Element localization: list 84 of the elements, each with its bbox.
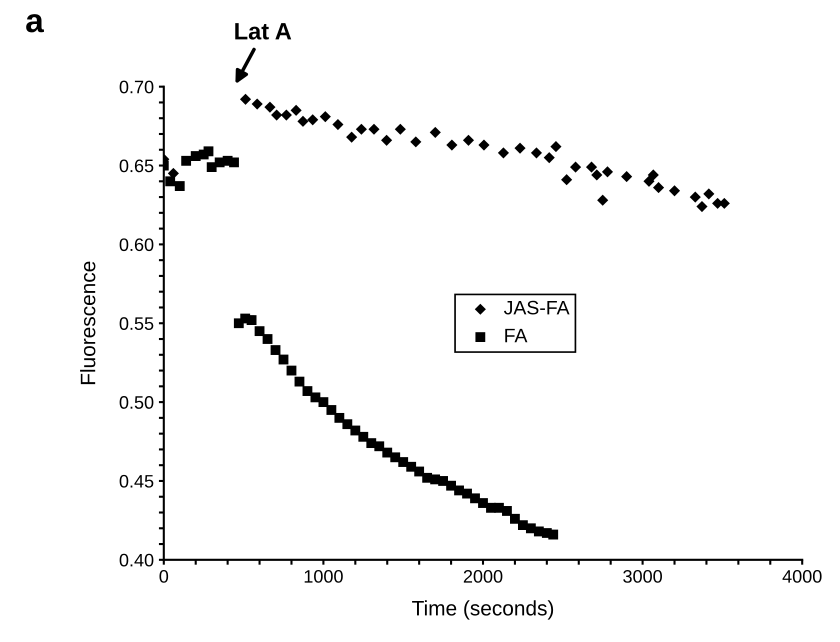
point <box>548 530 558 540</box>
point <box>430 126 441 138</box>
point <box>318 397 328 408</box>
y-tick-label: 0.50 <box>120 396 154 409</box>
point <box>410 136 422 148</box>
x-tick-label: 0 <box>159 570 168 583</box>
point <box>394 124 406 135</box>
point <box>462 488 472 498</box>
point <box>703 188 714 200</box>
point <box>229 157 239 168</box>
point <box>254 326 264 336</box>
point <box>502 506 512 516</box>
point <box>690 192 701 203</box>
point <box>168 168 179 179</box>
x-tick-label: 4000 <box>782 570 822 583</box>
point <box>280 110 292 121</box>
y-tick-label: 0.70 <box>120 80 154 94</box>
point <box>326 405 336 415</box>
point <box>368 124 380 135</box>
point <box>438 476 448 486</box>
point <box>286 366 296 376</box>
point <box>342 419 352 430</box>
text: a <box>26 14 44 32</box>
point <box>530 147 542 158</box>
x-axis-title: Time (seconds) <box>412 600 554 620</box>
point <box>648 169 659 181</box>
point <box>414 466 424 476</box>
point <box>591 169 602 181</box>
y-tick-label: 0.60 <box>120 238 154 252</box>
point <box>586 162 598 173</box>
point <box>653 182 664 194</box>
point <box>262 334 272 344</box>
point <box>174 181 185 191</box>
point <box>297 116 309 127</box>
x-tick-label: 2000 <box>464 570 502 583</box>
point <box>332 118 344 130</box>
point <box>252 98 263 110</box>
point <box>514 142 526 154</box>
x-tick-label: 3000 <box>623 570 662 583</box>
point <box>381 134 392 146</box>
point <box>643 176 655 187</box>
point <box>597 194 608 206</box>
point <box>510 514 520 524</box>
point <box>290 104 302 116</box>
point <box>544 152 555 164</box>
legend-label: FA <box>505 328 528 342</box>
y-tick-label: 0.40 <box>120 554 154 567</box>
point <box>165 176 176 186</box>
point <box>307 114 318 126</box>
text: Lat A <box>235 23 292 40</box>
point <box>382 448 392 458</box>
point <box>356 124 367 135</box>
point <box>264 102 276 113</box>
point <box>668 185 680 196</box>
point <box>204 146 214 156</box>
point <box>462 134 474 146</box>
point <box>550 141 562 152</box>
point <box>240 94 252 105</box>
point <box>398 457 408 467</box>
point <box>346 132 358 143</box>
point <box>602 166 614 178</box>
point <box>334 412 344 423</box>
point <box>246 315 256 326</box>
point <box>271 110 282 121</box>
point <box>621 171 632 182</box>
point <box>498 147 509 158</box>
point <box>294 376 304 387</box>
point <box>302 386 312 396</box>
x-tick-label: 1000 <box>304 570 343 583</box>
point <box>270 345 280 355</box>
point <box>320 111 331 122</box>
y-axis-title: Fluorescence <box>80 262 96 384</box>
point <box>350 426 360 436</box>
point <box>181 156 192 166</box>
point <box>561 174 572 186</box>
legend-label: JAS-FA <box>504 300 570 315</box>
y-tick-label: 0.65 <box>120 159 154 172</box>
point <box>570 162 582 173</box>
y-tick-label: 0.45 <box>120 474 154 488</box>
y-tick-label: 0.55 <box>120 317 154 330</box>
point <box>696 200 708 212</box>
point <box>478 139 490 151</box>
point <box>446 139 458 151</box>
point <box>278 354 288 364</box>
